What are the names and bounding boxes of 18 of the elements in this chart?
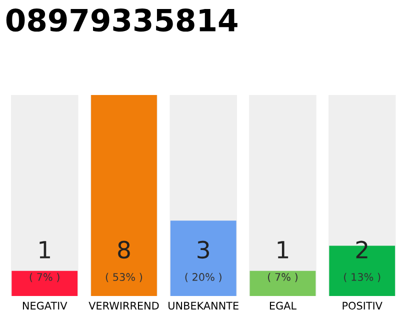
data-label: 2 [356, 240, 368, 258]
data-label: 3 [198, 240, 209, 259]
annotation: ( 20% ) [185, 272, 222, 282]
x-tick-label: POSITIV [342, 302, 382, 310]
x-tick-label: EGAL [270, 302, 296, 310]
data-label: 1 [40, 241, 50, 258]
bar [250, 270, 316, 296]
annotation: ( 13% ) [344, 272, 380, 282]
bar [12, 270, 78, 296]
x-tick-label: NEGATIV [22, 302, 68, 310]
annotation: ( 53% ) [106, 272, 142, 282]
annotation: ( 7% ) [268, 272, 298, 282]
data-label: 8 [118, 240, 130, 259]
data-label: 1 [278, 241, 288, 258]
chart-title: 08979335814 [6, 8, 238, 32]
annotation: ( 7% ) [30, 272, 60, 282]
x-tick-label: VERWIRREND [88, 302, 159, 310]
x-tick-label: UNBEKANNTE [168, 302, 238, 310]
